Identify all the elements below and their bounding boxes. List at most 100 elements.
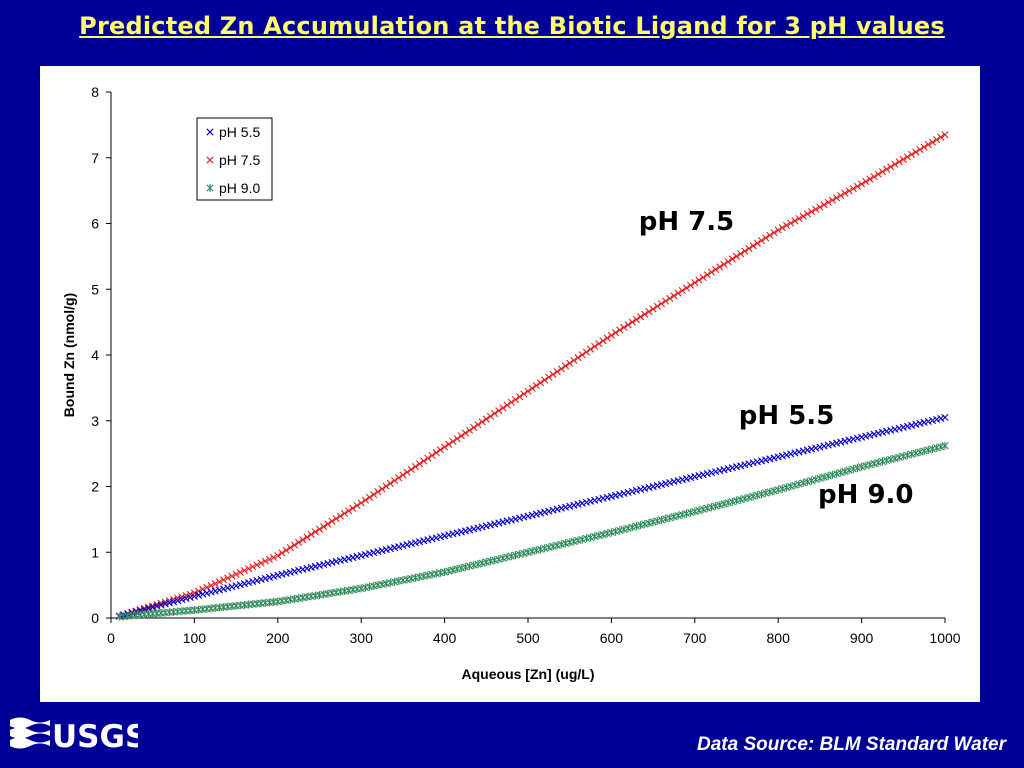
data-point <box>782 221 791 230</box>
marker-stroke <box>445 440 453 448</box>
marker-stroke <box>691 473 699 481</box>
marker-stroke <box>370 548 378 557</box>
marker-stroke <box>495 407 503 415</box>
data-point <box>365 493 374 501</box>
marker-stroke <box>895 158 903 166</box>
marker-stroke <box>678 476 686 484</box>
data-point <box>386 545 394 553</box>
data-point <box>908 421 916 429</box>
marker-stroke <box>657 300 666 308</box>
marker-stroke <box>941 413 949 422</box>
data-point <box>762 489 770 498</box>
legend-marker <box>206 156 214 164</box>
series-callout: pH 5.5 <box>739 401 834 431</box>
y-tick-label: 7 <box>91 150 99 166</box>
data-point <box>770 454 778 462</box>
marker-stroke <box>561 362 570 370</box>
marker-stroke <box>403 468 411 476</box>
marker-stroke <box>399 542 407 550</box>
data-point <box>486 412 495 420</box>
marker-stroke <box>599 494 607 502</box>
data-point <box>678 476 686 484</box>
marker-stroke <box>757 237 766 245</box>
data-point <box>424 536 432 544</box>
data-point <box>707 503 716 512</box>
data-point <box>478 523 486 531</box>
marker-stroke <box>707 268 716 276</box>
marker-stroke <box>545 507 553 515</box>
data-point <box>328 558 336 567</box>
marker-stroke <box>870 430 878 438</box>
data-point <box>265 555 274 563</box>
marker-stroke <box>662 479 670 488</box>
marker-stroke <box>624 488 632 497</box>
marker-stroke <box>161 600 169 608</box>
data-point <box>536 509 545 517</box>
data-point <box>662 514 670 523</box>
marker-stroke <box>486 521 495 529</box>
data-point <box>528 384 536 392</box>
marker-stroke <box>753 239 761 247</box>
data-point <box>908 450 916 459</box>
data-point <box>570 537 578 546</box>
data-point <box>674 289 682 297</box>
data-point <box>941 413 949 422</box>
marker-stroke <box>791 217 799 225</box>
data-point <box>762 234 770 242</box>
marker-stroke <box>924 417 932 425</box>
marker-stroke <box>778 452 786 460</box>
data-point <box>812 475 820 484</box>
data-point <box>891 160 899 168</box>
data-point <box>716 500 724 509</box>
y-tick-label: 0 <box>91 610 99 626</box>
data-point <box>332 515 340 523</box>
marker-stroke <box>428 451 436 460</box>
y-tick-label: 4 <box>91 347 99 363</box>
data-point <box>507 516 515 524</box>
data-point <box>670 477 678 486</box>
data-point <box>378 485 386 493</box>
data-point <box>603 334 611 342</box>
data-point <box>495 555 503 564</box>
x-tick-label: 500 <box>516 630 540 646</box>
data-point <box>370 490 378 499</box>
data-point <box>570 356 578 365</box>
marker-stroke <box>611 329 620 337</box>
data-point <box>841 189 849 197</box>
marker-stroke <box>941 131 949 139</box>
marker-stroke <box>249 577 257 586</box>
marker-stroke <box>207 581 215 590</box>
data-point <box>495 407 503 415</box>
x-tick-label: 600 <box>600 630 624 646</box>
data-point <box>278 549 286 557</box>
marker-stroke <box>557 504 565 512</box>
data-point <box>803 446 811 454</box>
data-point <box>766 487 774 496</box>
data-point <box>845 187 853 195</box>
marker-stroke <box>249 563 257 571</box>
marker-stroke <box>240 580 249 588</box>
data-point <box>457 432 465 440</box>
marker-stroke <box>495 519 503 527</box>
data-point <box>891 425 899 433</box>
data-point <box>599 337 607 345</box>
marker-stroke <box>616 490 624 498</box>
marker-stroke <box>782 451 791 459</box>
data-point <box>637 485 645 494</box>
data-point <box>516 514 524 522</box>
data-point <box>674 511 682 520</box>
data-point <box>499 518 507 526</box>
data-point <box>390 544 399 552</box>
data-point <box>278 570 286 578</box>
data-point <box>357 551 365 560</box>
data-point <box>837 438 845 446</box>
marker-stroke <box>824 198 832 207</box>
data-point <box>645 519 653 528</box>
data-point <box>470 423 478 432</box>
marker-stroke <box>399 471 407 479</box>
data-point <box>770 486 778 495</box>
data-point <box>282 546 290 554</box>
marker-stroke <box>774 226 782 234</box>
marker-stroke <box>832 439 841 447</box>
data-point <box>432 534 440 542</box>
